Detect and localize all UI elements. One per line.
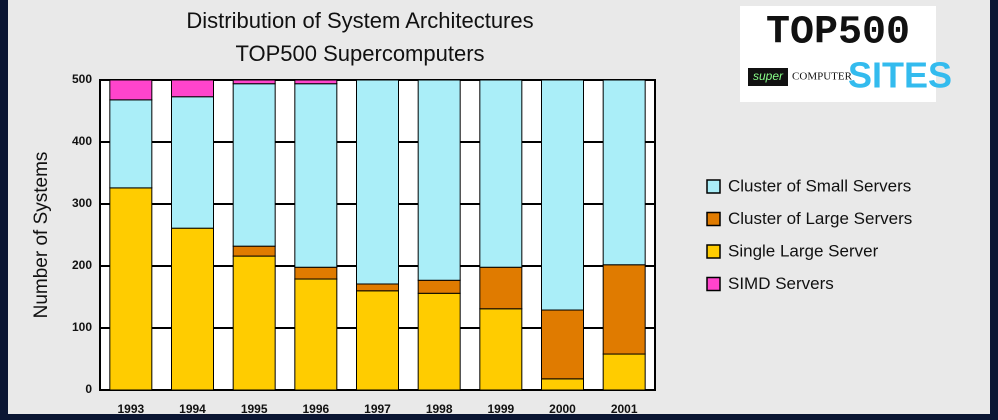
logo-super: super [753, 69, 784, 83]
bar-segment [294, 278, 338, 391]
bar-segment [232, 245, 276, 257]
x-tick-label: 1996 [302, 402, 329, 416]
y-tick-label: 500 [72, 72, 92, 86]
bar-segment [541, 309, 584, 380]
bar-segment [356, 283, 399, 292]
legend-swatch [706, 244, 721, 259]
y-tick-label: 0 [85, 382, 92, 396]
legend-label: SIMD Servers [728, 274, 834, 293]
bar-segment [294, 79, 338, 85]
bar-segment [171, 227, 214, 391]
bar-segment [602, 264, 646, 355]
legend-swatch [706, 211, 721, 227]
x-tick-label: 1994 [179, 402, 206, 416]
bar-segment [356, 290, 399, 391]
bar-segment [232, 79, 276, 85]
y-tick-label: 400 [72, 134, 92, 148]
bar-segment [417, 292, 461, 391]
legend-label: Single Large Server [728, 241, 879, 260]
logo-top: TOP500 [766, 11, 910, 56]
y-tick-label: 300 [72, 196, 92, 210]
bar-segment [417, 279, 461, 294]
bar-segment [602, 353, 646, 391]
bar-segment [109, 99, 153, 189]
bar-segment [479, 308, 523, 391]
bar-segment [171, 96, 214, 229]
bar-segment [109, 187, 153, 391]
chart-subtitle: TOP500 Supercomputers [235, 41, 484, 66]
bar-segment [479, 79, 523, 268]
bar-segment [109, 79, 153, 101]
x-tick-label: 1993 [117, 402, 144, 416]
bar-segment [541, 378, 584, 391]
bar-segment [171, 79, 214, 98]
bar-segment [232, 83, 276, 247]
legend-label: Cluster of Small Servers [728, 176, 911, 195]
legend-label: Cluster of Large Servers [728, 209, 912, 228]
x-tick-label: 2000 [549, 402, 576, 416]
legend-swatch [706, 276, 721, 292]
y-tick-label: 100 [72, 320, 92, 334]
logo-super-bg [748, 68, 788, 86]
legend-swatch [706, 179, 721, 194]
bar-segment [294, 266, 338, 280]
bar-segment [417, 79, 461, 281]
x-tick-label: 1995 [241, 402, 268, 416]
chart-title: Distribution of System Architectures [186, 8, 533, 33]
logo-computer: COMPUTER [792, 71, 853, 83]
bar-segment [232, 255, 276, 391]
x-tick-label: 1997 [364, 402, 391, 416]
y-tick-label: 200 [72, 258, 92, 272]
bar-segment [479, 266, 523, 310]
x-tick-label: 2001 [611, 402, 638, 416]
x-tick-label: 1998 [426, 402, 453, 416]
y-axis-label: Number of Systems [31, 152, 52, 319]
x-tick-label: 1999 [487, 402, 514, 416]
bar-segment [541, 79, 584, 311]
bar-segment [602, 79, 646, 266]
logo: TOP500 SITES super COMPUTER [740, 6, 952, 102]
logo-sites: SITES [848, 55, 952, 96]
bar-segment [356, 79, 399, 285]
bar-segment [294, 83, 338, 268]
